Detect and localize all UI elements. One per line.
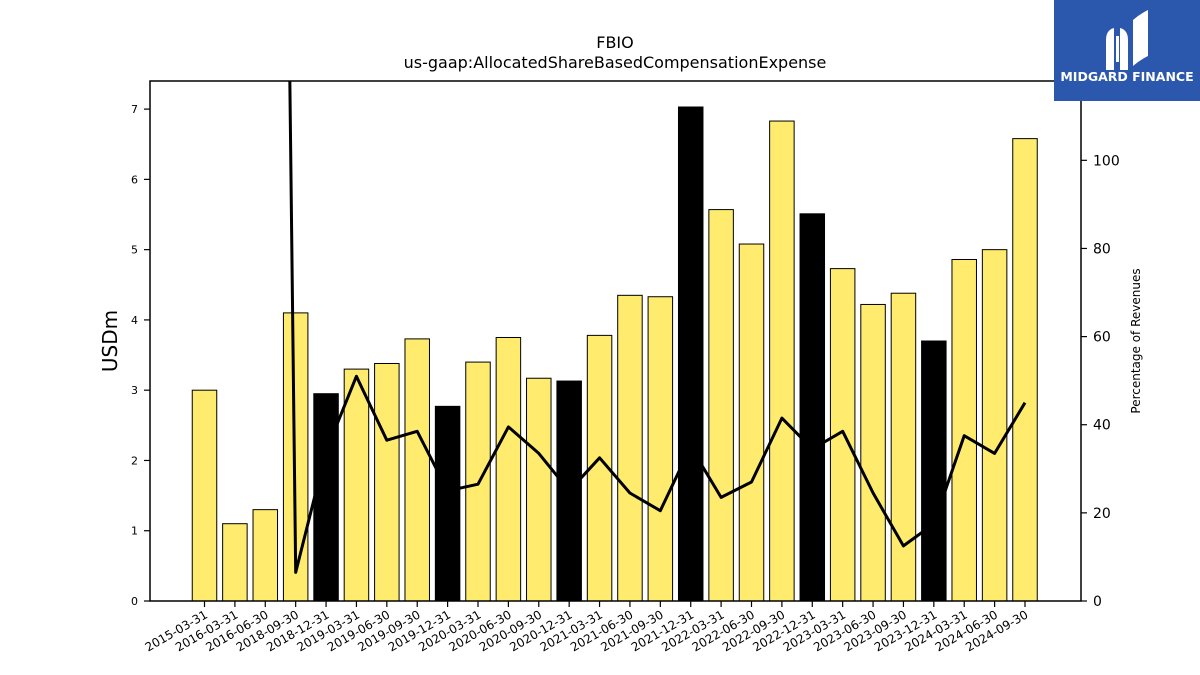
chart-subtitle: us-gaap:AllocatedShareBasedCompensationE… xyxy=(404,53,827,72)
bar xyxy=(526,377,552,602)
y-right-tick-label: 60 xyxy=(1093,330,1111,346)
bar xyxy=(495,336,522,602)
bar xyxy=(860,303,886,602)
bar xyxy=(343,368,370,602)
y-right-tick-label: 100 xyxy=(1093,153,1120,169)
bar xyxy=(374,362,400,602)
percentage-line xyxy=(288,81,1027,574)
y-right-tick-label: 20 xyxy=(1093,506,1111,522)
y-tick-label: 2 xyxy=(131,454,138,467)
bar-series xyxy=(191,106,1038,602)
x-axis: 2015-03-312016-03-312016-06-302018-09-30… xyxy=(143,601,1031,654)
plot-frame xyxy=(149,80,1082,602)
bar xyxy=(1012,138,1038,602)
bar xyxy=(769,120,795,602)
y-tick-label: 1 xyxy=(131,525,138,538)
y-axis-right: 0 20 40 60 80 100 xyxy=(1081,153,1120,610)
bar xyxy=(921,340,947,602)
y-tick-label: 5 xyxy=(131,244,138,257)
y-right-tick-label: 40 xyxy=(1093,418,1111,434)
logo-text: MIDGARD FINANCE xyxy=(1060,69,1193,84)
line-series xyxy=(288,81,1027,574)
y-axis-label: USDm xyxy=(98,310,122,372)
bar xyxy=(708,209,734,602)
bar xyxy=(738,243,765,602)
y-tick-label: 0 xyxy=(131,595,138,608)
y-tick-label: 7 xyxy=(131,103,138,116)
bar xyxy=(951,258,977,602)
bar xyxy=(222,523,248,602)
chart-title: FBIO xyxy=(596,33,634,52)
bar xyxy=(313,393,339,602)
bar xyxy=(191,389,218,602)
bar xyxy=(404,338,430,602)
y-axis-left: 0 1 2 3 4 5 6 7 xyxy=(131,103,150,608)
y-right-tick-label: 0 xyxy=(1093,594,1102,610)
y-right-tick-label: 80 xyxy=(1093,241,1111,257)
y-axis-right-label: Percentage of Revenues xyxy=(1129,268,1143,413)
y-tick-label: 4 xyxy=(131,314,138,327)
bar xyxy=(890,292,917,602)
bar xyxy=(252,509,279,602)
logo-mark-icon xyxy=(1106,10,1148,70)
bar xyxy=(647,296,674,602)
y-tick-label: 3 xyxy=(131,384,138,397)
bar xyxy=(434,405,461,602)
bar xyxy=(677,106,704,602)
midgard-finance-logo: MIDGARD FINANCE xyxy=(1054,0,1200,101)
bar xyxy=(617,294,643,602)
bar xyxy=(981,249,1008,602)
bar xyxy=(799,213,826,602)
y-tick-label: 6 xyxy=(131,173,138,186)
